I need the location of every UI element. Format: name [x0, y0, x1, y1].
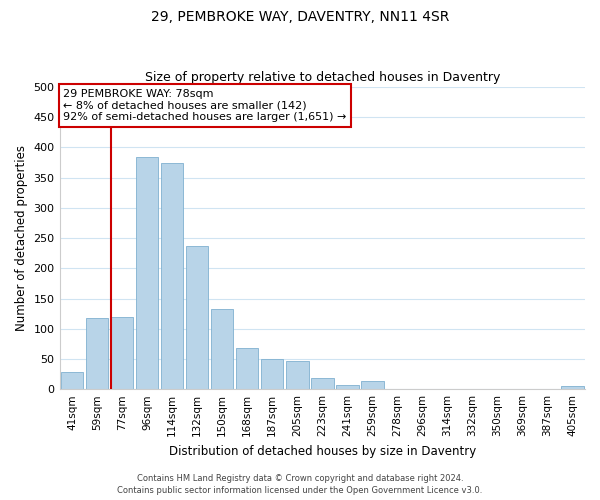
Bar [211, 309, 233, 389]
Bar [361, 382, 383, 389]
Bar [136, 156, 158, 389]
Text: 29 PEMBROKE WAY: 78sqm
← 8% of detached houses are smaller (142)
92% of semi-det: 29 PEMBROKE WAY: 78sqm ← 8% of detached … [63, 89, 347, 122]
Y-axis label: Number of detached properties: Number of detached properties [15, 145, 28, 331]
Bar [236, 348, 259, 389]
Bar [61, 372, 83, 389]
Bar [86, 318, 109, 389]
Bar [186, 246, 208, 389]
Bar [261, 359, 283, 389]
Bar [111, 316, 133, 389]
Text: Contains HM Land Registry data © Crown copyright and database right 2024.
Contai: Contains HM Land Registry data © Crown c… [118, 474, 482, 495]
Bar [336, 385, 359, 389]
Bar [286, 362, 308, 389]
Bar [311, 378, 334, 389]
Text: 29, PEMBROKE WAY, DAVENTRY, NN11 4SR: 29, PEMBROKE WAY, DAVENTRY, NN11 4SR [151, 10, 449, 24]
Bar [561, 386, 584, 389]
Bar [161, 162, 184, 389]
Title: Size of property relative to detached houses in Daventry: Size of property relative to detached ho… [145, 72, 500, 85]
X-axis label: Distribution of detached houses by size in Daventry: Distribution of detached houses by size … [169, 444, 476, 458]
